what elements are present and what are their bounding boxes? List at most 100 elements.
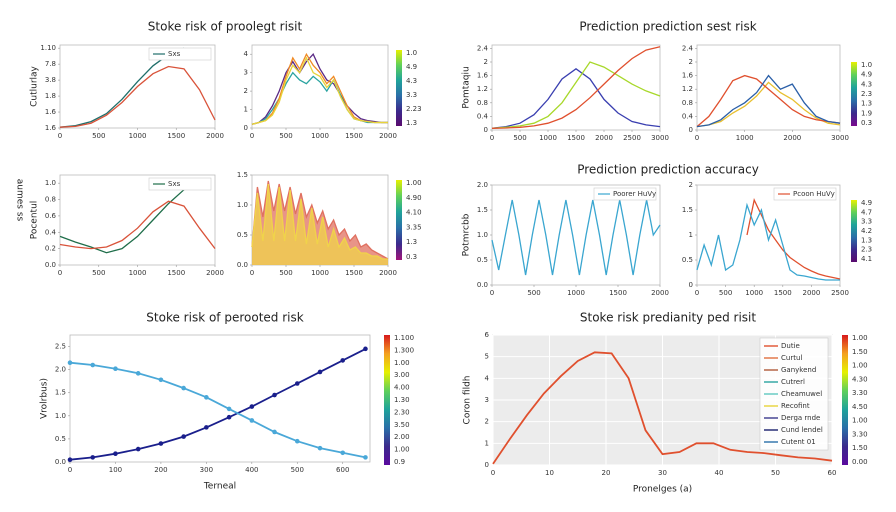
colorbar-label: 1.50 (852, 444, 868, 452)
y-tick-label: 0.4 (45, 228, 57, 236)
marker (249, 404, 255, 409)
colorbar (396, 180, 402, 260)
marker (317, 369, 323, 375)
y-tick-label: 0.4 (477, 112, 489, 120)
marker (204, 395, 209, 400)
legend-label: Pcoon HuVy (793, 190, 835, 198)
x-tick-label: 0 (491, 469, 495, 477)
x-tick-label: 2000 (783, 134, 801, 142)
marker (113, 451, 118, 456)
y-tick-label: 1.2 (477, 85, 488, 93)
x-tick-label: 2000 (206, 269, 224, 277)
colorbar-label: 3.50 (394, 421, 410, 429)
marker (294, 381, 300, 386)
plot-area (696, 184, 841, 286)
x-tick-label: 500 (527, 289, 540, 297)
colorbar-label: 2.3 (861, 90, 872, 98)
side-label: aumes ss (15, 179, 25, 222)
y-tick-label: 1.6 (477, 72, 489, 80)
legend-label: Ganykend (781, 366, 816, 374)
marker (272, 392, 277, 398)
colorbar-label: 1.00 (852, 417, 868, 425)
colorbar-label: 4.9 (406, 63, 417, 71)
marker (90, 455, 96, 460)
marker (272, 429, 277, 435)
x-tick-label: 0 (68, 466, 72, 474)
x-tick-label: 1000 (745, 289, 763, 297)
y-tick-label: 2 (485, 418, 489, 426)
line (491, 67, 661, 129)
x-tick-label: 1000 (129, 132, 147, 140)
x-tick-label: 60 (828, 469, 837, 477)
y-tick-label: 0.8 (682, 99, 693, 107)
line (696, 81, 841, 128)
legend-box (773, 187, 837, 201)
colorbar (842, 335, 848, 465)
x-tick-label: 0 (250, 132, 254, 140)
x-tick-label: 1000 (311, 132, 329, 140)
y-tick-label: 2 (689, 58, 693, 66)
line (69, 361, 366, 459)
x-tick-label: 2000 (651, 289, 669, 297)
y-tick-label: 0.8 (477, 99, 488, 107)
colorbar-label: 4.10 (406, 209, 422, 217)
x-tick-label: 2000 (802, 289, 820, 297)
y-tick-label: 1.0 (237, 201, 248, 209)
y-tick-label: 2 (244, 87, 248, 95)
y-tick-label: 1.0 (45, 179, 56, 187)
marker (158, 441, 164, 446)
legend-label: Derga rnde (781, 414, 820, 422)
marker (317, 445, 323, 451)
colorbar-label: 1.0 (406, 49, 417, 57)
area (252, 184, 388, 265)
y-tick-label: 3 (244, 69, 248, 77)
x-tick-label: 0 (695, 289, 699, 297)
x-tick-label: 2500 (831, 289, 849, 297)
y-tick-label: 4 (244, 50, 249, 58)
x-tick-label: 20 (602, 469, 611, 477)
x-tick-label: 10 (545, 469, 554, 477)
colorbar-label: 1.00 (852, 334, 868, 342)
y-axis-label: Pocentul (30, 201, 40, 240)
y-tick-label: 2.0 (477, 181, 488, 189)
line (491, 61, 661, 129)
colorbar-label: 0.9 (394, 458, 405, 466)
line (251, 56, 388, 125)
colorbar-label: 3.00 (394, 371, 410, 379)
y-tick-label: 1 (485, 439, 489, 447)
section-title: Stoke risk of proolegt risit (148, 20, 303, 34)
x-tick-label: 30 (658, 469, 667, 477)
legend-label: Recofint (781, 402, 810, 410)
colorbar-label: 2.30 (394, 408, 410, 416)
colorbar-label: 2.23 (406, 105, 422, 113)
x-tick-label: 1500 (167, 269, 185, 277)
y-tick-label: 0.5 (237, 231, 248, 239)
marker (181, 385, 186, 391)
colorbar-label: 1.9 (861, 109, 872, 117)
marker (249, 418, 255, 423)
y-tick-label: 0.5 (477, 256, 488, 264)
legend-box (148, 177, 212, 191)
line (251, 71, 388, 125)
plot-area (69, 334, 371, 463)
y-tick-label: 0 (689, 126, 693, 134)
y-tick-label: 1 (244, 106, 248, 114)
y-tick-label: 0.0 (55, 458, 66, 466)
plot-area (491, 44, 661, 131)
colorbar-label: 1.300 (394, 346, 414, 354)
y-tick-label: 6 (485, 331, 490, 339)
colorbar-label: 1.3 (406, 119, 417, 127)
x-tick-label: 0 (58, 132, 62, 140)
colorbar-label: 4.2 (861, 227, 872, 235)
x-tick-label: 500 (291, 466, 304, 474)
y-tick-label: 2 (484, 58, 488, 66)
colorbar (851, 62, 857, 126)
marker (363, 455, 368, 460)
colorbar-label: 4.3 (406, 77, 417, 85)
y-axis-label: Pomtaqiu (462, 66, 472, 108)
y-axis-label: Coron fildh (463, 376, 473, 425)
marker (67, 360, 73, 366)
y-tick-label: 0.2 (45, 245, 56, 253)
x-tick-label: 3000 (651, 134, 669, 142)
x-tick-label: 500 (92, 269, 105, 277)
